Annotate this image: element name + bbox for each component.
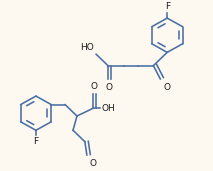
Text: OH: OH xyxy=(102,104,115,113)
Text: O: O xyxy=(90,82,97,91)
Text: F: F xyxy=(165,2,170,11)
Text: O: O xyxy=(163,83,170,92)
Text: O: O xyxy=(105,83,112,92)
Text: F: F xyxy=(33,137,39,146)
Text: HO: HO xyxy=(81,43,94,52)
Text: O: O xyxy=(90,159,97,168)
